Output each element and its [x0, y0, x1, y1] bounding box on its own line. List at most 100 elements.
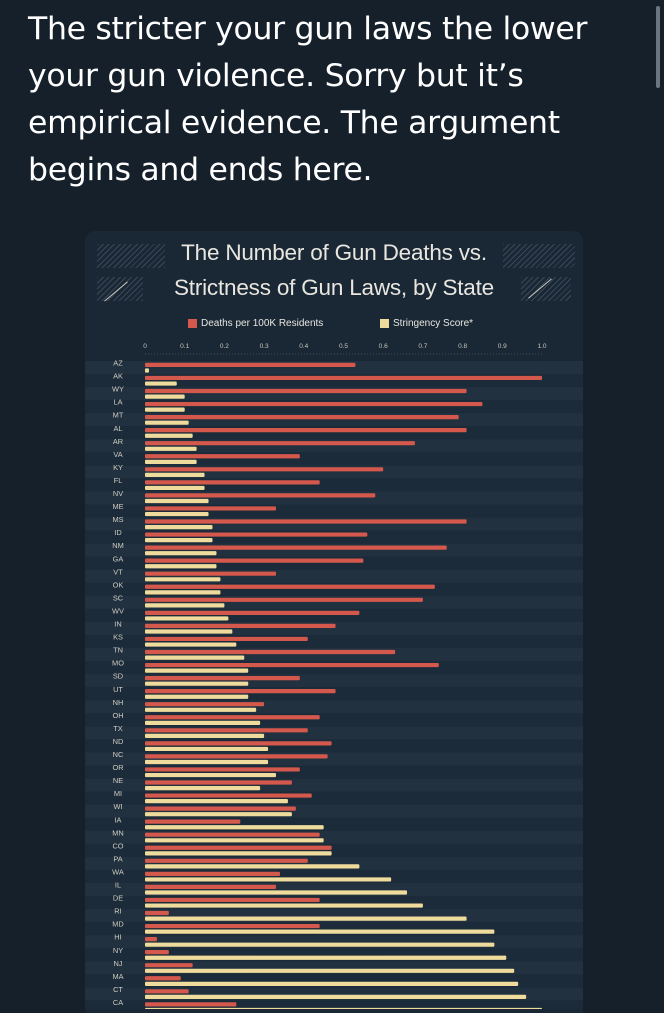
bar-deaths [145, 441, 415, 446]
bar-stringency [145, 551, 217, 556]
state-label: GA [113, 554, 124, 563]
state-label: CO [112, 841, 123, 850]
bar-stringency [145, 1007, 542, 1009]
state-label: MA [112, 972, 123, 981]
bar-stringency [145, 459, 197, 464]
bar-stringency [145, 720, 261, 725]
state-label: IL [115, 881, 121, 890]
bar-stringency [145, 812, 292, 817]
bar-stringency [145, 642, 237, 647]
bar-deaths [145, 571, 277, 576]
bar-stringency [145, 394, 185, 399]
bar-stringency [145, 968, 515, 973]
bar-deaths [145, 728, 308, 733]
bar-stringency [145, 616, 229, 621]
bar-stringency [145, 525, 213, 530]
bar-chart: 0 0.1 0.2 0.3 0.4 0.5 0.6 0.7 0.8 0.9 1.0 AZ AK WY LA… [85, 343, 583, 1009]
scrollbar-thumb[interactable] [656, 6, 660, 88]
bar-deaths [145, 362, 356, 367]
bar-stringency [145, 472, 205, 477]
bar-stringency [145, 759, 269, 765]
bar-stringency [145, 838, 324, 843]
bar-stringency [145, 368, 149, 373]
bar-stringency [145, 381, 177, 386]
bar-stringency [145, 590, 221, 595]
bar-stringency [145, 433, 193, 438]
bar-stringency [145, 681, 249, 686]
subtitle-hatch-left [97, 277, 143, 301]
state-label: AR [113, 437, 123, 446]
bar-deaths [145, 989, 189, 994]
state-label: MD [112, 920, 124, 929]
bar-stringency [145, 942, 495, 947]
chart-image[interactable]: The Number of Gun Deaths vs. Strictness … [85, 231, 583, 1013]
bar-deaths [145, 819, 241, 824]
bar-stringency [145, 603, 225, 608]
bar-stringency [145, 746, 269, 752]
bar-deaths [145, 715, 320, 720]
chart-title: The Number of Gun Deaths vs. [181, 240, 487, 265]
state-label: VT [113, 567, 123, 576]
state-label: OH [112, 711, 123, 720]
legend-item-stringency: Stringency Score* [380, 318, 473, 329]
state-label: NJ [113, 959, 122, 968]
tweet-line: begins and ends here. [28, 152, 373, 188]
scrollbar[interactable] [652, 0, 664, 92]
bar-deaths [145, 689, 336, 694]
x-tick-label: 1.0 [537, 343, 546, 350]
bar-stringency [145, 446, 197, 451]
bar-stringency [145, 916, 467, 921]
bar-stringency [145, 564, 217, 569]
x-tick-label: 0 [143, 343, 147, 350]
bar-deaths [145, 871, 280, 876]
bar-deaths [145, 532, 368, 537]
state-label: HI [114, 933, 121, 942]
bar-stringency [145, 577, 221, 582]
bar-deaths [145, 649, 396, 655]
row-band [85, 1000, 583, 1009]
x-tick-label: 0.3 [260, 343, 269, 350]
state-label: ND [113, 737, 124, 746]
bar-deaths [145, 806, 296, 811]
state-label: IA [115, 815, 122, 824]
bar-stringency [145, 498, 209, 504]
bar-deaths [145, 897, 320, 903]
tweet-line: your gun violence. Sorry but it’s [28, 58, 524, 94]
bar-deaths [145, 858, 308, 863]
chart-header: The Number of Gun Deaths vs. Strictness … [85, 231, 583, 309]
state-label: MI [114, 789, 122, 798]
legend-item-deaths: Deaths per 100K Residents [188, 318, 323, 329]
state-label: MN [112, 828, 124, 837]
state-label: OK [113, 580, 124, 589]
state-label: PA [113, 854, 122, 863]
bar-deaths [145, 584, 435, 589]
state-label: SD [113, 672, 123, 681]
bar-deaths [145, 597, 423, 602]
state-label: TX [113, 724, 123, 733]
bar-stringency [145, 903, 423, 908]
state-label: KS [113, 633, 123, 642]
bar-stringency [145, 955, 507, 960]
state-label: WI [113, 802, 122, 811]
state-label: AK [113, 372, 123, 381]
legend-swatch-stringency [380, 319, 389, 328]
bar-deaths [145, 467, 384, 472]
bar-deaths [145, 937, 157, 942]
x-tick-label: 0.7 [418, 343, 427, 350]
state-label: SC [113, 593, 124, 602]
bar-stringency [145, 772, 277, 778]
bar-deaths [145, 780, 292, 785]
bar-deaths [145, 388, 467, 394]
bar-deaths [145, 428, 467, 433]
bar-deaths [145, 963, 193, 968]
title-hatch-right [503, 244, 575, 268]
bar-deaths [145, 375, 542, 381]
bar-deaths [145, 923, 320, 929]
x-tick-label: 0.6 [379, 343, 388, 350]
bar-deaths [145, 793, 312, 798]
bar-stringency [145, 407, 185, 412]
x-tick-label: 0.5 [339, 343, 348, 350]
bar-deaths [145, 623, 336, 628]
state-label: AZ [113, 359, 123, 368]
state-label: ID [114, 528, 121, 537]
